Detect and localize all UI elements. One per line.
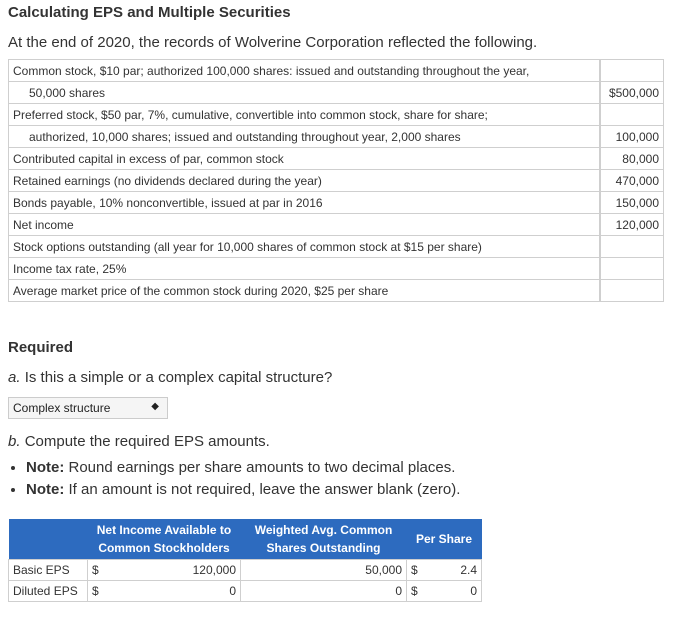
shares-input[interactable]: 50,000 <box>240 559 407 581</box>
fact-desc: Net income <box>8 213 600 236</box>
fact-desc: Common stock, $10 par; authorized 100,00… <box>8 59 600 82</box>
eps-header-row: Net Income Available to Common Stockhold… <box>8 519 482 560</box>
select-value: Complex structure <box>13 401 111 415</box>
table-row: Contributed capital in excess of par, co… <box>8 147 664 170</box>
up-down-arrow-icon: ◆ <box>151 401 159 412</box>
table-row: Diluted EPS $ 0 0 $ 0 <box>8 580 482 602</box>
question-b-text: Compute the required EPS amounts. <box>24 433 270 450</box>
question-b: b. Compute the required EPS amounts. <box>8 433 270 450</box>
currency-symbol: $ <box>87 580 104 602</box>
eps-table: Net Income Available to Common Stockhold… <box>8 519 482 602</box>
question-a-label: a. <box>8 369 21 386</box>
row-label: Diluted EPS <box>8 580 88 602</box>
header-shares: Weighted Avg. Common Shares Outstanding <box>240 519 407 560</box>
net-income-input[interactable]: 120,000 <box>104 559 241 581</box>
table-row: 50,000 shares $500,000 <box>8 81 664 104</box>
list-item: Note: If an amount is not required, leav… <box>26 481 460 498</box>
fact-amount: 100,000 <box>600 125 664 148</box>
per-share-input[interactable]: 2.4 <box>423 559 482 581</box>
fact-amount: $500,000 <box>600 81 664 104</box>
table-row: Net income 120,000 <box>8 213 664 236</box>
facts-table: Common stock, $10 par; authorized 100,00… <box>8 59 664 302</box>
required-heading: Required <box>8 339 74 356</box>
fact-amount: 80,000 <box>600 147 664 170</box>
header-per-share: Per Share <box>406 519 482 560</box>
header-net-income: Net Income Available to Common Stockhold… <box>87 519 241 560</box>
list-item: Note: Round earnings per share amounts t… <box>26 459 460 476</box>
shares-input[interactable]: 0 <box>240 580 407 602</box>
table-row: authorized, 10,000 shares; issued and ou… <box>8 125 664 148</box>
fact-desc: Income tax rate, 25% <box>8 257 600 280</box>
fact-amount: 120,000 <box>600 213 664 236</box>
fact-desc: Stock options outstanding (all year for … <box>8 235 600 258</box>
intro-text: At the end of 2020, the records of Wolve… <box>8 34 538 51</box>
question-a: a. Is this a simple or a complex capital… <box>8 369 332 386</box>
table-row: Income tax rate, 25% <box>8 257 664 280</box>
fact-desc: 50,000 shares <box>8 81 600 104</box>
notes-list: Note: Round earnings per share amounts t… <box>8 459 460 503</box>
fact-amount: 470,000 <box>600 169 664 192</box>
fact-amount: 150,000 <box>600 191 664 214</box>
table-row: Average market price of the common stock… <box>8 279 664 302</box>
currency-symbol: $ <box>87 559 104 581</box>
fact-desc: Bonds payable, 10% nonconvertible, issue… <box>8 191 600 214</box>
fact-desc: Average market price of the common stock… <box>8 279 600 302</box>
table-row: Retained earnings (no dividends declared… <box>8 169 664 192</box>
note-text: If an amount is not required, leave the … <box>68 481 461 498</box>
table-row: Preferred stock, $50 par, 7%, cumulative… <box>8 103 664 126</box>
per-share-input[interactable]: 0 <box>423 580 482 602</box>
table-row: Common stock, $10 par; authorized 100,00… <box>8 59 664 82</box>
net-income-input[interactable]: 0 <box>104 580 241 602</box>
page-title: Calculating EPS and Multiple Securities <box>8 4 291 21</box>
table-row: Bonds payable, 10% nonconvertible, issue… <box>8 191 664 214</box>
capital-structure-select[interactable]: Complex structure ◆ <box>8 397 168 419</box>
table-row: Basic EPS $ 120,000 50,000 $ 2.4 <box>8 559 482 581</box>
fact-desc: Preferred stock, $50 par, 7%, cumulative… <box>8 103 600 126</box>
note-text: Round earnings per share amounts to two … <box>68 459 456 476</box>
currency-symbol: $ <box>406 580 423 602</box>
currency-symbol: $ <box>406 559 423 581</box>
question-b-label: b. <box>8 433 21 450</box>
table-row: Stock options outstanding (all year for … <box>8 235 664 258</box>
fact-desc: Contributed capital in excess of par, co… <box>8 147 600 170</box>
fact-desc: authorized, 10,000 shares; issued and ou… <box>8 125 600 148</box>
note-label: Note: <box>26 481 65 498</box>
fact-desc: Retained earnings (no dividends declared… <box>8 169 600 192</box>
row-label: Basic EPS <box>8 559 88 581</box>
note-label: Note: <box>26 459 65 476</box>
question-a-text: Is this a simple or a complex capital st… <box>24 369 333 386</box>
